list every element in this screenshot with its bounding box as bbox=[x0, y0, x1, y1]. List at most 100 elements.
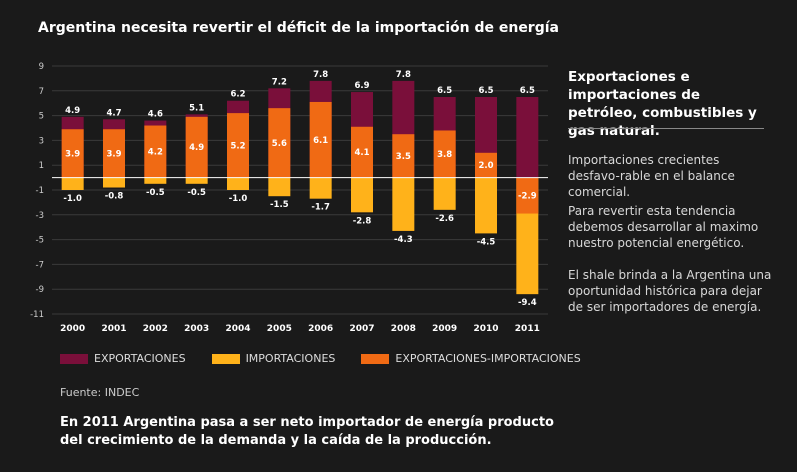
label-importaciones: -0.5 bbox=[187, 188, 206, 198]
legend-swatch-diferencia bbox=[361, 353, 390, 364]
label-diferencia: 4.2 bbox=[148, 148, 163, 158]
bar-importaciones bbox=[309, 177, 332, 199]
label-exportaciones: 4.6 bbox=[148, 110, 163, 120]
label-exportaciones: 6.5 bbox=[520, 86, 535, 96]
footnote: En 2011 Argentina pasa a ser neto import… bbox=[60, 415, 554, 448]
sidebar-heading: Exportaciones e importaciones de petróle… bbox=[568, 69, 757, 139]
bar-chart: 9 7 5 3 1 -1 -3 -5 -7 -9 -11 4.9 -1.0 3.9 2000 4.7 -0.8 3… bbox=[30, 62, 548, 334]
legend-item-exportaciones: EXPORTACIONES bbox=[60, 352, 186, 365]
y-tick-label: 1 bbox=[39, 161, 44, 171]
label-exportaciones: 6.5 bbox=[437, 86, 452, 96]
bar-exportaciones bbox=[516, 97, 539, 178]
y-tick-label: -11 bbox=[30, 310, 44, 320]
bar-importaciones bbox=[433, 177, 456, 210]
label-importaciones: -1.7 bbox=[311, 203, 330, 213]
label-importaciones: -9.4 bbox=[518, 298, 537, 308]
y-tick-label: -7 bbox=[36, 260, 44, 270]
label-importaciones: -0.8 bbox=[105, 192, 124, 202]
bar-diferencia bbox=[309, 101, 332, 178]
label-diferencia: 4.1 bbox=[354, 148, 369, 158]
bar-importaciones bbox=[392, 177, 415, 231]
bar-importaciones bbox=[351, 177, 373, 213]
bar-importaciones bbox=[185, 177, 208, 184]
bar-diferencia bbox=[433, 130, 456, 178]
label-importaciones: -1.5 bbox=[270, 200, 289, 210]
label-importaciones: -4.5 bbox=[477, 237, 496, 247]
x-tick-label: 2008 bbox=[391, 324, 416, 334]
label-exportaciones: 4.9 bbox=[65, 106, 80, 116]
label-diferencia: -2.9 bbox=[518, 192, 537, 202]
legend-label-importaciones: IMPORTACIONES bbox=[245, 352, 336, 365]
label-diferencia: 2.0 bbox=[478, 161, 493, 171]
bar-diferencia bbox=[103, 129, 125, 178]
chart-title: Argentina necesita revertir el déficit d… bbox=[38, 20, 559, 36]
x-tick-label: 2006 bbox=[308, 324, 333, 334]
legend-label-diferencia: EXPORTACIONES-IMPORTACIONES bbox=[395, 352, 581, 365]
bar-diferencia bbox=[61, 129, 84, 178]
legend-item-diferencia: EXPORTACIONES-IMPORTACIONES bbox=[361, 352, 581, 365]
sidebar-paragraph-2: Para revertir esta tendencia debemos des… bbox=[568, 204, 759, 250]
label-importaciones: -0.5 bbox=[146, 188, 165, 198]
label-importaciones: -2.8 bbox=[353, 216, 372, 226]
label-exportaciones: 6.2 bbox=[230, 90, 245, 100]
y-tick-label: -5 bbox=[36, 236, 44, 246]
y-tick-label: -1 bbox=[36, 186, 44, 196]
label-exportaciones: 5.1 bbox=[189, 103, 204, 113]
label-diferencia: 3.5 bbox=[396, 152, 411, 162]
y-tick-label: -3 bbox=[36, 211, 44, 221]
label-exportaciones: 7.8 bbox=[396, 70, 411, 80]
bar-diferencia bbox=[268, 108, 291, 178]
label-importaciones: -2.6 bbox=[435, 214, 454, 224]
x-tick-label: 2003 bbox=[184, 324, 209, 334]
label-exportaciones: 4.7 bbox=[106, 108, 121, 118]
bar-importaciones bbox=[103, 177, 125, 188]
bar-diferencia bbox=[227, 113, 249, 178]
bar-importaciones bbox=[268, 177, 291, 197]
label-importaciones: -1.0 bbox=[63, 194, 82, 204]
bar-diferencia bbox=[351, 126, 373, 178]
y-tick-label: 9 bbox=[39, 62, 44, 72]
x-tick-label: 2001 bbox=[101, 324, 126, 334]
bar-diferencia bbox=[185, 116, 208, 178]
x-tick-label: 2011 bbox=[515, 324, 540, 334]
y-tick-label: 3 bbox=[39, 136, 44, 146]
label-exportaciones: 7.2 bbox=[272, 77, 287, 87]
label-exportaciones: 7.8 bbox=[313, 70, 328, 80]
bar-importaciones bbox=[227, 177, 249, 190]
bar-importaciones bbox=[61, 177, 84, 190]
x-tick-label: 2009 bbox=[432, 324, 457, 334]
label-exportaciones: 6.5 bbox=[478, 86, 493, 96]
label-diferencia: 4.9 bbox=[189, 143, 204, 153]
x-tick-label: 2004 bbox=[225, 324, 250, 334]
y-tick-label: -9 bbox=[36, 285, 44, 295]
legend-swatch-exportaciones bbox=[60, 353, 88, 364]
x-tick-label: 2010 bbox=[473, 324, 498, 334]
bar-diferencia bbox=[144, 125, 167, 178]
y-tick-label: 5 bbox=[39, 112, 44, 122]
label-diferencia: 3.8 bbox=[437, 150, 452, 160]
label-diferencia: 3.9 bbox=[106, 149, 121, 159]
x-tick-label: 2005 bbox=[267, 324, 292, 334]
legend-label-exportaciones: EXPORTACIONES bbox=[94, 352, 186, 365]
label-diferencia: 5.6 bbox=[272, 139, 287, 149]
x-tick-label: 2000 bbox=[60, 324, 85, 334]
chart-legend: EXPORTACIONES IMPORTACIONES EXPORTACIONE… bbox=[60, 352, 607, 365]
sidebar-paragraph-1: Importaciones crecientes desfavo-rable e… bbox=[568, 153, 735, 199]
label-exportaciones: 6.9 bbox=[354, 81, 369, 91]
bar-diferencia bbox=[392, 134, 415, 178]
legend-swatch-importaciones bbox=[211, 353, 240, 364]
label-diferencia: 5.2 bbox=[230, 141, 245, 151]
x-tick-label: 2002 bbox=[143, 324, 168, 334]
label-diferencia: 3.9 bbox=[65, 149, 80, 159]
bar-importaciones bbox=[475, 177, 497, 234]
source-note: Fuente: INDEC bbox=[60, 386, 140, 399]
x-tick-label: 2007 bbox=[349, 324, 374, 334]
y-tick-label: 7 bbox=[39, 87, 44, 97]
label-diferencia: 6.1 bbox=[313, 136, 328, 146]
label-importaciones: -4.3 bbox=[394, 235, 413, 245]
bar-importaciones bbox=[144, 177, 167, 184]
bar-diferencia bbox=[516, 177, 539, 214]
label-importaciones: -1.0 bbox=[229, 194, 248, 204]
sidebar-paragraph-3: El shale brinda a la Argentina una oport… bbox=[568, 268, 772, 314]
bar-diferencia bbox=[475, 152, 497, 178]
